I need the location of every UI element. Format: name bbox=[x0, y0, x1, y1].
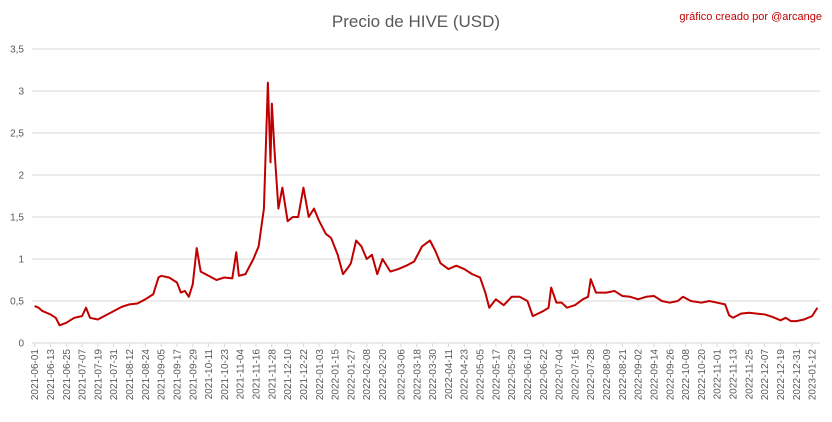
x-tick-label: 2021-06-13 bbox=[46, 349, 57, 401]
y-tick-label: 1 bbox=[18, 255, 24, 266]
x-tick-label: 2021-09-29 bbox=[188, 349, 199, 401]
x-tick-label: 2022-05-29 bbox=[507, 349, 518, 401]
x-tick-label: 2022-12-07 bbox=[760, 349, 771, 401]
x-tick-label: 2022-12-31 bbox=[792, 349, 803, 401]
x-tick-label: 2021-09-05 bbox=[157, 349, 168, 401]
y-tick-label: 2,5 bbox=[10, 129, 24, 140]
x-tick-label: 2022-01-15 bbox=[331, 349, 342, 401]
x-tick-label: 2022-11-25 bbox=[744, 349, 755, 400]
annotation: gráfico creado por @arcange bbox=[679, 11, 822, 23]
x-tick-label: 2021-07-19 bbox=[93, 349, 104, 401]
x-tick-label: 2021-08-24 bbox=[141, 349, 152, 401]
y-tick-label: 0 bbox=[18, 339, 24, 350]
chart-title: Precio de HIVE (USD) bbox=[332, 12, 500, 31]
x-tick-label: 2022-11-01 bbox=[713, 349, 724, 400]
x-tick-label: 2021-10-23 bbox=[220, 349, 231, 401]
x-tick-label: 2022-05-05 bbox=[476, 349, 487, 401]
x-tick-label: 2022-09-26 bbox=[665, 349, 676, 401]
x-tick-label: 2022-07-16 bbox=[570, 349, 581, 401]
x-tick-label: 2021-06-01 bbox=[30, 349, 41, 401]
price-line bbox=[34, 81, 819, 327]
x-tick-label: 2022-01-03 bbox=[315, 349, 326, 401]
x-tick-label: 2023-01-12 bbox=[808, 349, 819, 401]
x-tick-label: 2022-06-22 bbox=[539, 349, 550, 401]
y-tick-label: 3,5 bbox=[10, 45, 24, 56]
x-tick-label: 2022-10-20 bbox=[697, 349, 708, 401]
x-tick-label: 2022-09-14 bbox=[649, 349, 660, 401]
x-tick-label: 2021-08-12 bbox=[125, 349, 136, 401]
x-tick-label: 2022-07-28 bbox=[586, 349, 597, 401]
x-tick-label: 2021-06-25 bbox=[62, 349, 73, 401]
x-tick-label: 2022-12-19 bbox=[776, 349, 787, 401]
x-tick-label: 2021-12-10 bbox=[283, 349, 294, 401]
x-tick-label: 2022-01-27 bbox=[346, 349, 357, 401]
x-tick-label: 2022-10-08 bbox=[681, 349, 692, 401]
y-tick-label: 0,5 bbox=[10, 297, 24, 308]
x-tick-label: 2022-03-30 bbox=[428, 349, 439, 401]
x-tick-label: 2022-08-09 bbox=[602, 349, 613, 401]
x-tick-label: 2022-05-17 bbox=[491, 349, 502, 401]
x-tick-label: 2021-07-07 bbox=[78, 349, 89, 401]
x-tick-label: 2022-07-04 bbox=[555, 349, 566, 401]
x-tick-label: 2021-10-11 bbox=[204, 349, 215, 400]
y-tick-label: 1,5 bbox=[10, 213, 24, 224]
x-tick-label: 2022-02-20 bbox=[378, 349, 389, 401]
x-tick-label: 2021-11-16 bbox=[252, 349, 263, 400]
x-tick-label: 2022-03-06 bbox=[396, 349, 407, 401]
y-tick-label: 2 bbox=[18, 171, 24, 182]
x-tick-label: 2022-06-10 bbox=[523, 349, 534, 401]
x-tick-label: 2022-03-18 bbox=[412, 349, 423, 401]
x-tick-label: 2022-04-11 bbox=[444, 349, 455, 400]
x-tick-label: 2021-11-04 bbox=[236, 349, 247, 400]
x-tick-label: 2021-12-22 bbox=[299, 349, 310, 401]
x-tick-label: 2021-11-28 bbox=[267, 349, 278, 400]
x-tick-label: 2022-02-08 bbox=[362, 349, 373, 401]
y-tick-label: 3 bbox=[18, 87, 24, 98]
x-tick-label: 2022-11-13 bbox=[729, 349, 740, 400]
x-tick-label: 2022-08-21 bbox=[618, 349, 629, 401]
x-tick-label: 2021-09-17 bbox=[172, 349, 183, 401]
x-tick-label: 2022-04-23 bbox=[460, 349, 471, 401]
x-tick-label: 2021-07-31 bbox=[109, 349, 120, 401]
x-tick-label: 2022-09-02 bbox=[634, 349, 645, 401]
